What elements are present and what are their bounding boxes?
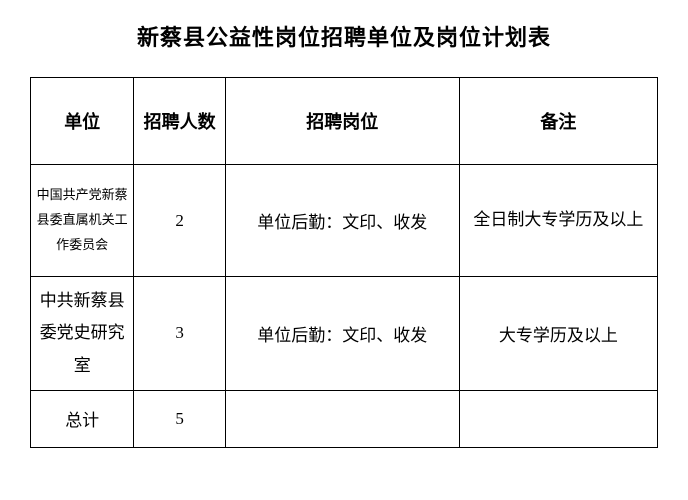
cell-remark: 大专学历及以上 bbox=[459, 277, 657, 391]
cell-count: 2 bbox=[134, 165, 226, 277]
header-position: 招聘岗位 bbox=[225, 78, 459, 165]
cell-total-count: 5 bbox=[134, 390, 226, 447]
table-row: 中共新蔡县委党史研究室 3 单位后勤：文印、收发 大专学历及以上 bbox=[31, 277, 658, 391]
table-header-row: 单位 招聘人数 招聘岗位 备注 bbox=[31, 78, 658, 165]
header-count: 招聘人数 bbox=[134, 78, 226, 165]
cell-total-remark bbox=[459, 390, 657, 447]
cell-count: 3 bbox=[134, 277, 226, 391]
cell-position: 单位后勤：文印、收发 bbox=[225, 277, 459, 391]
table-row: 中国共产党新蔡县委直属机关工作委员会 2 单位后勤：文印、收发 全日制大专学历及… bbox=[31, 165, 658, 277]
cell-unit: 中共新蔡县委党史研究室 bbox=[31, 277, 134, 391]
cell-unit: 中国共产党新蔡县委直属机关工作委员会 bbox=[31, 165, 134, 277]
page-title: 新蔡县公益性岗位招聘单位及岗位计划表 bbox=[30, 20, 658, 52]
table-total-row: 总计 5 bbox=[31, 390, 658, 447]
cell-position: 单位后勤：文印、收发 bbox=[225, 165, 459, 277]
header-unit: 单位 bbox=[31, 78, 134, 165]
cell-total-position bbox=[225, 390, 459, 447]
cell-remark: 全日制大专学历及以上 bbox=[459, 165, 657, 277]
recruitment-table: 单位 招聘人数 招聘岗位 备注 中国共产党新蔡县委直属机关工作委员会 2 单位后… bbox=[30, 77, 658, 448]
header-remark: 备注 bbox=[459, 78, 657, 165]
cell-total-label: 总计 bbox=[31, 390, 134, 447]
